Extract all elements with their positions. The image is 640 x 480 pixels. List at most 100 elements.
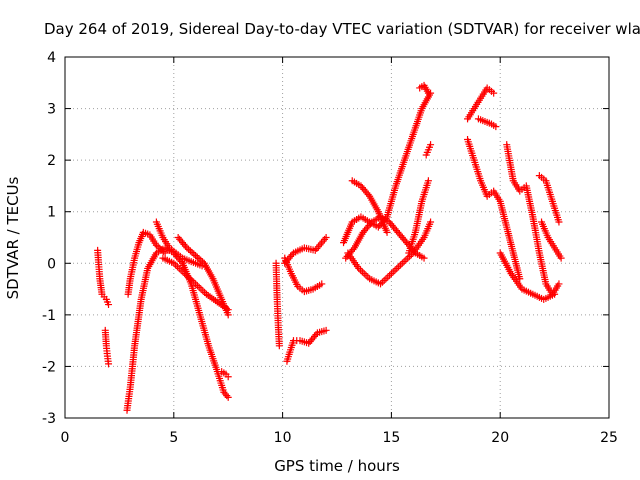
data-point	[223, 392, 231, 400]
data-point	[387, 270, 395, 278]
data-point	[357, 266, 365, 274]
x-tick-label: 25	[600, 430, 618, 446]
y-tick-label: -3	[42, 411, 56, 427]
series-arc23	[503, 141, 563, 298]
y-tick-label: -2	[42, 359, 56, 375]
y-tick-label: -1	[42, 308, 56, 324]
data-point	[395, 263, 403, 271]
data-point	[105, 301, 113, 309]
series-arc7	[159, 254, 232, 314]
series-arc19	[416, 81, 432, 97]
data-point	[555, 280, 563, 288]
data-point	[188, 248, 196, 256]
grid	[65, 57, 609, 418]
data-point	[224, 306, 232, 314]
data-point	[424, 177, 432, 185]
data-point	[420, 254, 428, 262]
data-point	[383, 228, 391, 236]
data-point	[195, 283, 203, 291]
y-tick-label: 4	[47, 50, 56, 66]
data-point	[358, 268, 366, 276]
data-point	[186, 247, 194, 255]
data-point	[161, 249, 169, 257]
series-arc16	[344, 218, 435, 288]
x-tick-label: 20	[491, 430, 509, 446]
data-point	[319, 237, 327, 245]
data-point	[378, 278, 386, 286]
axis-ticks: 0 5 10 15 20 25 -3 -2 -1 0 1 2 3 4	[42, 50, 618, 446]
y-tick-label: 2	[47, 153, 56, 169]
data-point	[389, 268, 397, 276]
data-point	[175, 264, 183, 272]
x-axis-label: GPS time / hours	[274, 457, 400, 475]
data-point	[185, 245, 193, 253]
data-point	[288, 251, 296, 259]
data-point	[492, 123, 500, 131]
series-arc26	[538, 218, 565, 262]
series-arc22	[474, 115, 500, 131]
data-point	[382, 275, 390, 283]
series-arc12	[281, 234, 330, 267]
series-arc21	[464, 136, 524, 283]
data-point	[427, 218, 435, 226]
y-axis-label: SDTVAR / TECUs	[4, 176, 22, 299]
data-point	[398, 259, 406, 267]
series-arc9	[272, 259, 283, 350]
series-arc8	[218, 368, 232, 381]
data-point	[173, 263, 181, 271]
data-point	[366, 220, 374, 228]
data-point	[181, 242, 189, 250]
data-point	[362, 271, 370, 279]
series-arc24	[535, 172, 563, 226]
data-point	[313, 245, 321, 253]
x-tick-label: 0	[61, 430, 70, 446]
x-tick-label: 15	[382, 430, 400, 446]
data-point	[190, 250, 198, 258]
data-point	[551, 290, 559, 298]
data-point	[193, 253, 201, 261]
data-point	[393, 264, 401, 272]
data-marks	[94, 81, 565, 414]
data-point	[197, 285, 205, 293]
series-arc18	[422, 141, 435, 159]
series-arc11	[281, 254, 326, 296]
data-point	[275, 342, 283, 350]
data-point	[105, 360, 113, 368]
data-point	[400, 258, 408, 266]
series-arc10	[283, 326, 330, 365]
data-point	[321, 235, 329, 243]
data-point	[386, 271, 394, 279]
data-point	[318, 280, 326, 288]
y-tick-label: 1	[47, 205, 56, 221]
data-point	[316, 241, 324, 249]
data-point	[322, 234, 330, 241]
data-point	[396, 261, 404, 269]
data-point	[314, 243, 322, 251]
series-arc4	[124, 228, 169, 298]
series-arc5	[152, 218, 206, 270]
series-arc1	[94, 246, 113, 309]
x-tick-label: 10	[274, 430, 292, 446]
data-point	[384, 273, 392, 281]
data-point	[349, 246, 357, 254]
data-point	[224, 393, 232, 401]
data-point	[490, 89, 498, 97]
series-arc2	[101, 326, 113, 368]
data-point	[555, 218, 563, 226]
series-arc15	[348, 177, 391, 236]
series-arc25	[496, 249, 559, 303]
data-point	[391, 266, 399, 274]
series-arc20	[464, 84, 498, 123]
data-point	[557, 254, 565, 262]
data-point	[427, 141, 435, 149]
data-point	[224, 373, 232, 381]
data-point	[177, 258, 185, 266]
data-point	[364, 191, 372, 199]
plot-frame	[64, 56, 610, 419]
data-point	[312, 331, 320, 339]
y-tick-label: 3	[47, 102, 56, 118]
data-point	[404, 254, 412, 262]
x-tick-label: 5	[169, 430, 178, 446]
data-point	[192, 252, 200, 260]
